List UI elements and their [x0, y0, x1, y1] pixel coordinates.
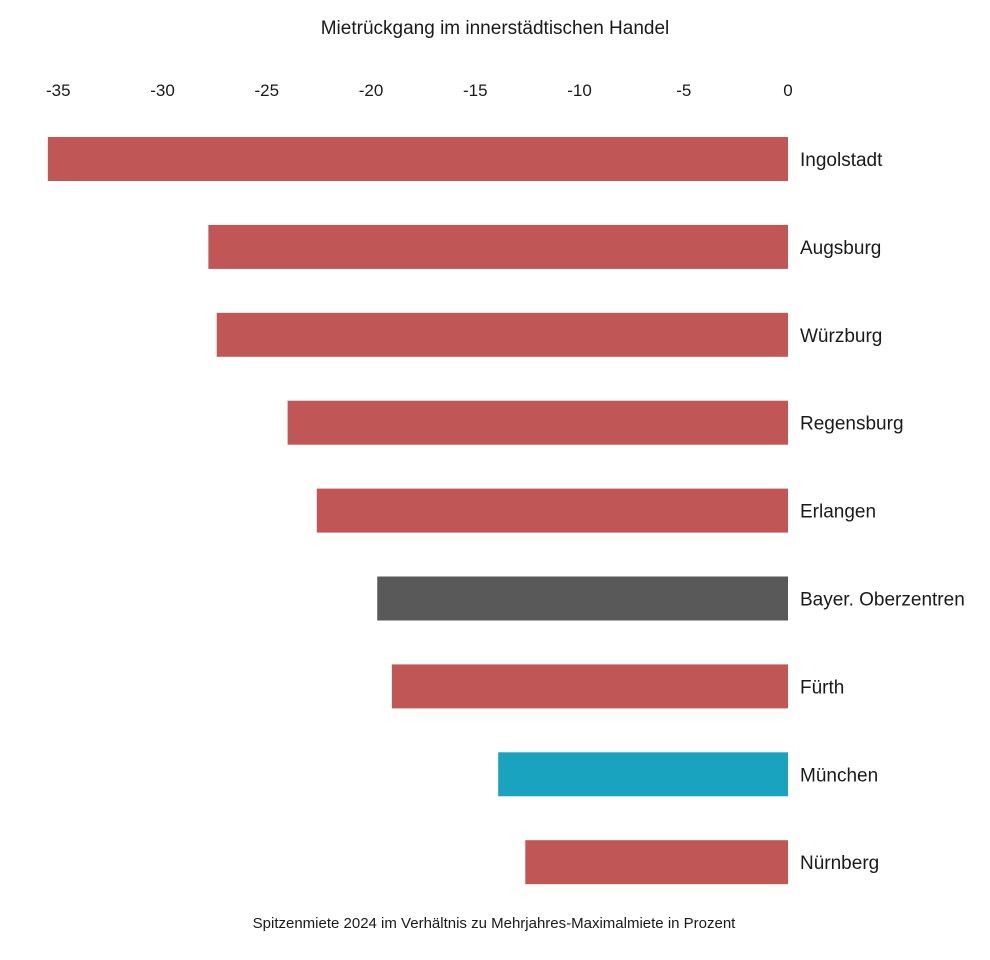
bar — [498, 752, 788, 797]
category-label: Regensburg — [800, 414, 904, 435]
x-tick-label: -10 — [567, 81, 592, 100]
category-label: Ingolstadt — [800, 150, 883, 171]
category-label: Nürnberg — [800, 853, 879, 874]
x-tick-label: -20 — [359, 81, 384, 100]
bar — [47, 137, 788, 181]
category-label: Augsburg — [800, 238, 881, 259]
category-label: Erlangen — [800, 502, 876, 523]
x-tick-label: -25 — [254, 81, 279, 100]
category-label: Bayer. Oberzentren — [800, 590, 965, 611]
category-labels: Ingolstadt Augsburg Würzburg Regensburg Erla… — [800, 150, 965, 874]
x-axis-ticks: -35 -30 -25 -20 -15 -10 -5 0 — [46, 81, 793, 100]
x-tick-label: -30 — [150, 81, 175, 100]
bar — [391, 664, 788, 709]
bar — [316, 488, 788, 533]
category-label: München — [800, 765, 878, 786]
x-tick-label: 0 — [783, 81, 792, 100]
bar — [287, 400, 788, 445]
chart-title: Mietrückgang im innerstädtischen Handel — [321, 18, 670, 39]
bar — [208, 224, 788, 269]
x-tick-label: -15 — [463, 81, 488, 100]
x-tick-label: -5 — [676, 81, 691, 100]
category-label: Fürth — [800, 677, 844, 698]
bar — [216, 312, 788, 357]
x-tick-label: -35 — [46, 81, 71, 100]
category-label: Würzburg — [800, 326, 882, 347]
x-axis-caption: Spitzenmiete 2024 im Verhältnis zu Mehrj… — [253, 915, 737, 932]
bar — [377, 576, 788, 621]
bars — [47, 137, 788, 885]
bar — [525, 840, 788, 885]
